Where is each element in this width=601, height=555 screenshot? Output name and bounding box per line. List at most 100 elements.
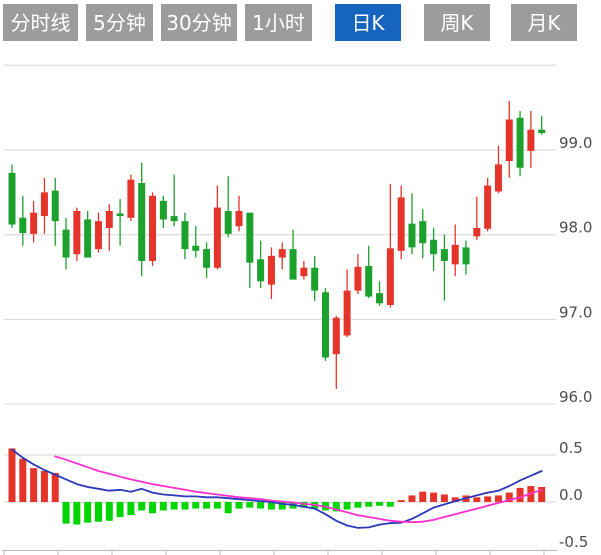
macd-histogram-bar [127,502,135,516]
candle-body [19,217,27,234]
tab-1hour[interactable]: 1小时 [245,4,312,41]
macd-histogram-bar [257,502,265,509]
macd-histogram-bar [408,495,416,502]
candle-body [311,267,319,291]
price-axis-label: 96.0 [559,388,592,406]
candle-body [235,210,243,227]
candle-body [73,210,81,255]
macd-histogram-bar [397,500,405,502]
macd-histogram-bar [73,502,81,525]
macd-histogram-bar [516,487,524,502]
candle-body [116,213,124,217]
macd-histogram-bar [181,502,189,510]
candle-body [30,212,38,234]
macd-histogram-bar [451,497,459,502]
macd-histogram-bar [246,502,254,508]
candle-body [386,248,394,306]
macd-histogram-bar [192,502,200,509]
candle-body [8,172,16,225]
candle-body [516,117,524,168]
macd-histogram-bar [213,502,221,509]
macd-histogram-bar [235,502,243,509]
candle-body [192,245,200,251]
candle-body [246,212,254,263]
candle-body [397,197,405,251]
macd-histogram-bar [494,495,502,502]
macd-histogram-bar [440,494,448,502]
macd-histogram-bar [278,502,286,510]
candle-body [376,293,384,304]
macd-histogram-bar [84,502,92,523]
macd-histogram-bar [473,497,481,502]
candle-body [440,249,448,261]
candle-body [127,179,135,218]
macd-histogram-bar [332,502,340,512]
macd-histogram-bar [419,491,427,502]
candle-body [462,247,470,265]
macd-histogram-bar [300,502,308,508]
macd-histogram-bar [376,502,384,506]
macd-histogram-bar [365,502,373,507]
candle-body [365,266,373,297]
tab-30min[interactable]: 30分钟 [161,4,237,41]
candle-body [321,292,329,358]
candle-body [213,207,221,268]
macd-histogram-bar [8,448,16,502]
candle-body [289,249,297,280]
candle-body [40,192,48,217]
macd-histogram-bar [354,502,362,508]
macd-histogram-bar [538,486,546,502]
candle-body [159,200,167,220]
candle-body [149,195,157,261]
macd-histogram-bar [430,492,438,502]
tab-daily-k[interactable]: 日K [335,4,401,41]
candle-body [203,249,211,268]
macd-histogram-bar [94,502,102,522]
macd-axis-label: 0.0 [559,486,583,504]
tab-5min[interactable]: 5分钟 [86,4,153,41]
macd-histogram-bar [62,502,70,524]
candle-body [408,223,416,248]
dea-line [54,455,543,524]
macd-axis-label: 0.5 [559,439,583,457]
candle-body [538,129,546,134]
macd-histogram-bar [138,502,146,511]
candle-body [84,219,92,258]
candle-body [278,249,286,258]
candle-body [224,210,232,234]
candle-body [257,259,265,282]
price-axis-label: 97.0 [559,303,592,321]
macd-histogram-bar [149,502,157,514]
candle-body [354,266,362,291]
macd-histogram-bar [170,502,178,510]
candle-body [343,290,351,336]
tab-weekly-k[interactable]: 周K [424,4,490,41]
price-axis-label: 99.0 [559,134,592,152]
macd-histogram-bar [51,472,59,502]
candle-body [51,190,59,222]
candle-body [430,239,438,255]
candle-body [300,267,308,277]
macd-histogram-bar [105,502,113,521]
macd-histogram-bar [343,502,351,510]
macd-histogram-bar [224,502,232,514]
candle-body [494,164,502,192]
macd-histogram-bar [30,468,38,502]
tab-timeshare-line[interactable]: 分时线 [3,4,78,41]
candlestick-price-panel[interactable] [8,100,546,389]
candle-body [181,221,189,250]
tab-monthly-k[interactable]: 月K [511,4,577,41]
candle-body [527,129,535,151]
candle-body [332,317,340,355]
macd-indicator-panel[interactable] [8,448,546,529]
macd-axis-label: -0.5 [559,533,588,551]
candle-body [451,244,459,265]
macd-histogram-bar [203,502,211,509]
candle-body [473,227,481,237]
gridlines [2,64,557,555]
price-axis-label: 98.0 [559,219,592,237]
candle-body [94,221,102,250]
axis-labels: 99.0 98.0 97.0 96.0 0.5 0.0 -0.5 [559,134,592,551]
